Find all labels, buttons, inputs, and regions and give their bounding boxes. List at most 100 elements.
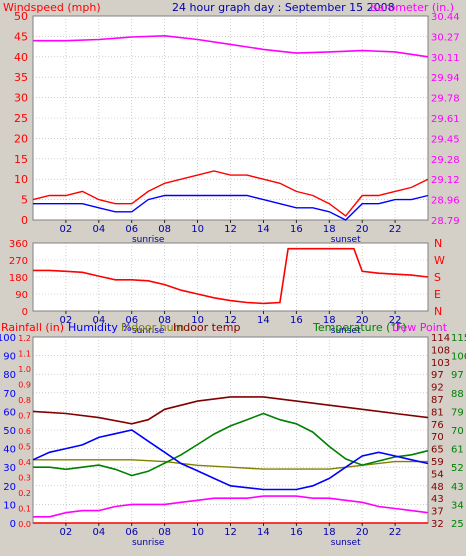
x-tick-label: 22 — [389, 527, 402, 538]
legend-indoor-hum: Indoor hum — [121, 321, 184, 334]
y-tick-baro: 28.79 — [431, 216, 460, 227]
x-tick-label: 04 — [92, 315, 105, 326]
y-tick-rain: 0.8 — [18, 396, 31, 405]
y-tick-temp-left: 54 — [431, 469, 444, 480]
y-tick-temp-left: 108 — [431, 345, 450, 356]
x-tick-label: 12 — [224, 315, 237, 326]
y-tick-rain: 1.2 — [18, 334, 31, 343]
y-tick-temp-right: 43 — [451, 482, 464, 493]
sunrise-label: sunrise — [132, 235, 165, 245]
barometer-axis-label: Barometer (in.) — [370, 1, 454, 14]
y-tick-baro: 29.94 — [431, 73, 460, 84]
x-tick-label: 10 — [191, 224, 204, 235]
y-tick-baro: 29.78 — [431, 94, 460, 105]
x-tick-label: 08 — [158, 224, 171, 235]
y-tick-temp-left: 37 — [431, 507, 444, 518]
y-tick-baro: 29.28 — [431, 155, 460, 166]
y-tick-rain: 0.7 — [18, 412, 31, 421]
x-tick-label: 18 — [323, 224, 336, 235]
x-tick-label: 16 — [290, 527, 303, 538]
sunrise-label: sunrise — [132, 538, 165, 548]
y-tick-humidity: 40 — [3, 445, 16, 456]
x-tick-label: 18 — [323, 315, 336, 326]
y-tick-humidity: 70 — [3, 389, 16, 400]
sunset-label: sunset — [331, 538, 361, 548]
series-windspeed — [33, 194, 429, 221]
x-tick-label: 06 — [125, 224, 138, 235]
y-tick-compass: N — [434, 305, 442, 318]
y-tick-direction: 90 — [15, 290, 28, 301]
y-tick-temp-left: 103 — [431, 358, 450, 369]
y-tick-rain: 1.0 — [18, 365, 31, 374]
y-tick-temp-right: 52 — [451, 463, 464, 474]
y-tick-temp-right: 88 — [451, 389, 464, 400]
y-tick-direction: 270 — [9, 256, 28, 267]
x-tick-label: 08 — [158, 527, 171, 538]
y-tick-wind: 35 — [14, 71, 28, 84]
x-tick-label: 22 — [389, 224, 402, 235]
y-tick-temp-left: 92 — [431, 383, 444, 394]
y-tick-temp-left: 70 — [431, 432, 444, 443]
x-tick-label: 20 — [356, 224, 369, 235]
y-tick-baro: 29.45 — [431, 134, 460, 145]
series-indoor-temp — [32, 396, 429, 425]
x-tick-label: 14 — [257, 224, 270, 235]
y-tick-wind: 20 — [14, 132, 28, 145]
y-tick-rain: 0.5 — [18, 443, 31, 452]
y-tick-direction: 180 — [9, 273, 28, 284]
y-tick-baro: 29.12 — [431, 175, 460, 186]
y-tick-direction: 0 — [22, 307, 28, 318]
series-dew-point — [33, 495, 429, 518]
x-tick-label: 22 — [389, 315, 402, 326]
y-tick-temp-left: 87 — [431, 395, 444, 406]
x-tick-label: 02 — [60, 315, 73, 326]
y-tick-temp-left: 76 — [431, 420, 444, 431]
sunset-label: sunset — [331, 326, 361, 336]
y-tick-wind: 45 — [14, 30, 28, 43]
y-tick-wind: 5 — [21, 194, 28, 207]
y-tick-baro: 30.11 — [431, 53, 460, 64]
y-tick-humidity: 90 — [3, 352, 16, 363]
y-tick-rain: 0.6 — [18, 427, 31, 436]
series-temperature — [33, 412, 429, 477]
series-barometer — [33, 34, 429, 58]
y-tick-temp-left: 48 — [431, 482, 444, 493]
y-tick-wind: 10 — [14, 173, 28, 186]
x-tick-label: 04 — [92, 527, 105, 538]
y-tick-baro: 28.96 — [431, 196, 460, 207]
y-tick-temp-right: 70 — [451, 426, 464, 437]
x-tick-label: 06 — [125, 315, 138, 326]
y-tick-baro: 30.27 — [431, 32, 460, 43]
y-tick-compass: W — [434, 254, 445, 267]
y-tick-wind: 0 — [21, 214, 28, 227]
y-tick-wind: 30 — [14, 92, 28, 105]
x-tick-label: 10 — [191, 315, 204, 326]
y-tick-humidity: 0 — [10, 519, 16, 530]
y-tick-baro: 30.44 — [431, 12, 460, 23]
legend-humidity: Humidity % — [68, 321, 132, 334]
y-tick-temp-left: 65 — [431, 445, 444, 456]
y-tick-temp-left: 114 — [431, 333, 450, 344]
x-tick-label: 16 — [290, 315, 303, 326]
y-tick-rain: 0.0 — [18, 520, 31, 529]
y-tick-wind: 50 — [14, 10, 28, 23]
x-tick-label: 18 — [323, 527, 336, 538]
y-tick-humidity: 80 — [3, 370, 16, 381]
y-tick-humidity: 60 — [3, 407, 16, 418]
y-tick-humidity: 100 — [0, 333, 16, 344]
y-tick-humidity: 50 — [3, 426, 16, 437]
y-tick-rain: 0.9 — [18, 381, 31, 390]
y-tick-temp-right: 79 — [451, 407, 464, 418]
y-tick-baro: 29.61 — [431, 114, 460, 125]
y-tick-compass: S — [434, 271, 441, 284]
y-tick-temp-left: 97 — [431, 370, 444, 381]
x-tick-label: 02 — [60, 224, 73, 235]
y-tick-rain: 0.4 — [18, 458, 31, 467]
y-tick-rain: 0.3 — [18, 474, 31, 483]
x-tick-label: 16 — [290, 224, 303, 235]
y-tick-temp-right: 34 — [451, 500, 464, 511]
y-tick-temp-right: 25 — [451, 519, 464, 530]
graph-title: 24 hour graph day : September 15 2008 — [172, 1, 395, 14]
y-tick-temp-left: 32 — [431, 519, 444, 530]
series-humidity — [32, 429, 429, 491]
